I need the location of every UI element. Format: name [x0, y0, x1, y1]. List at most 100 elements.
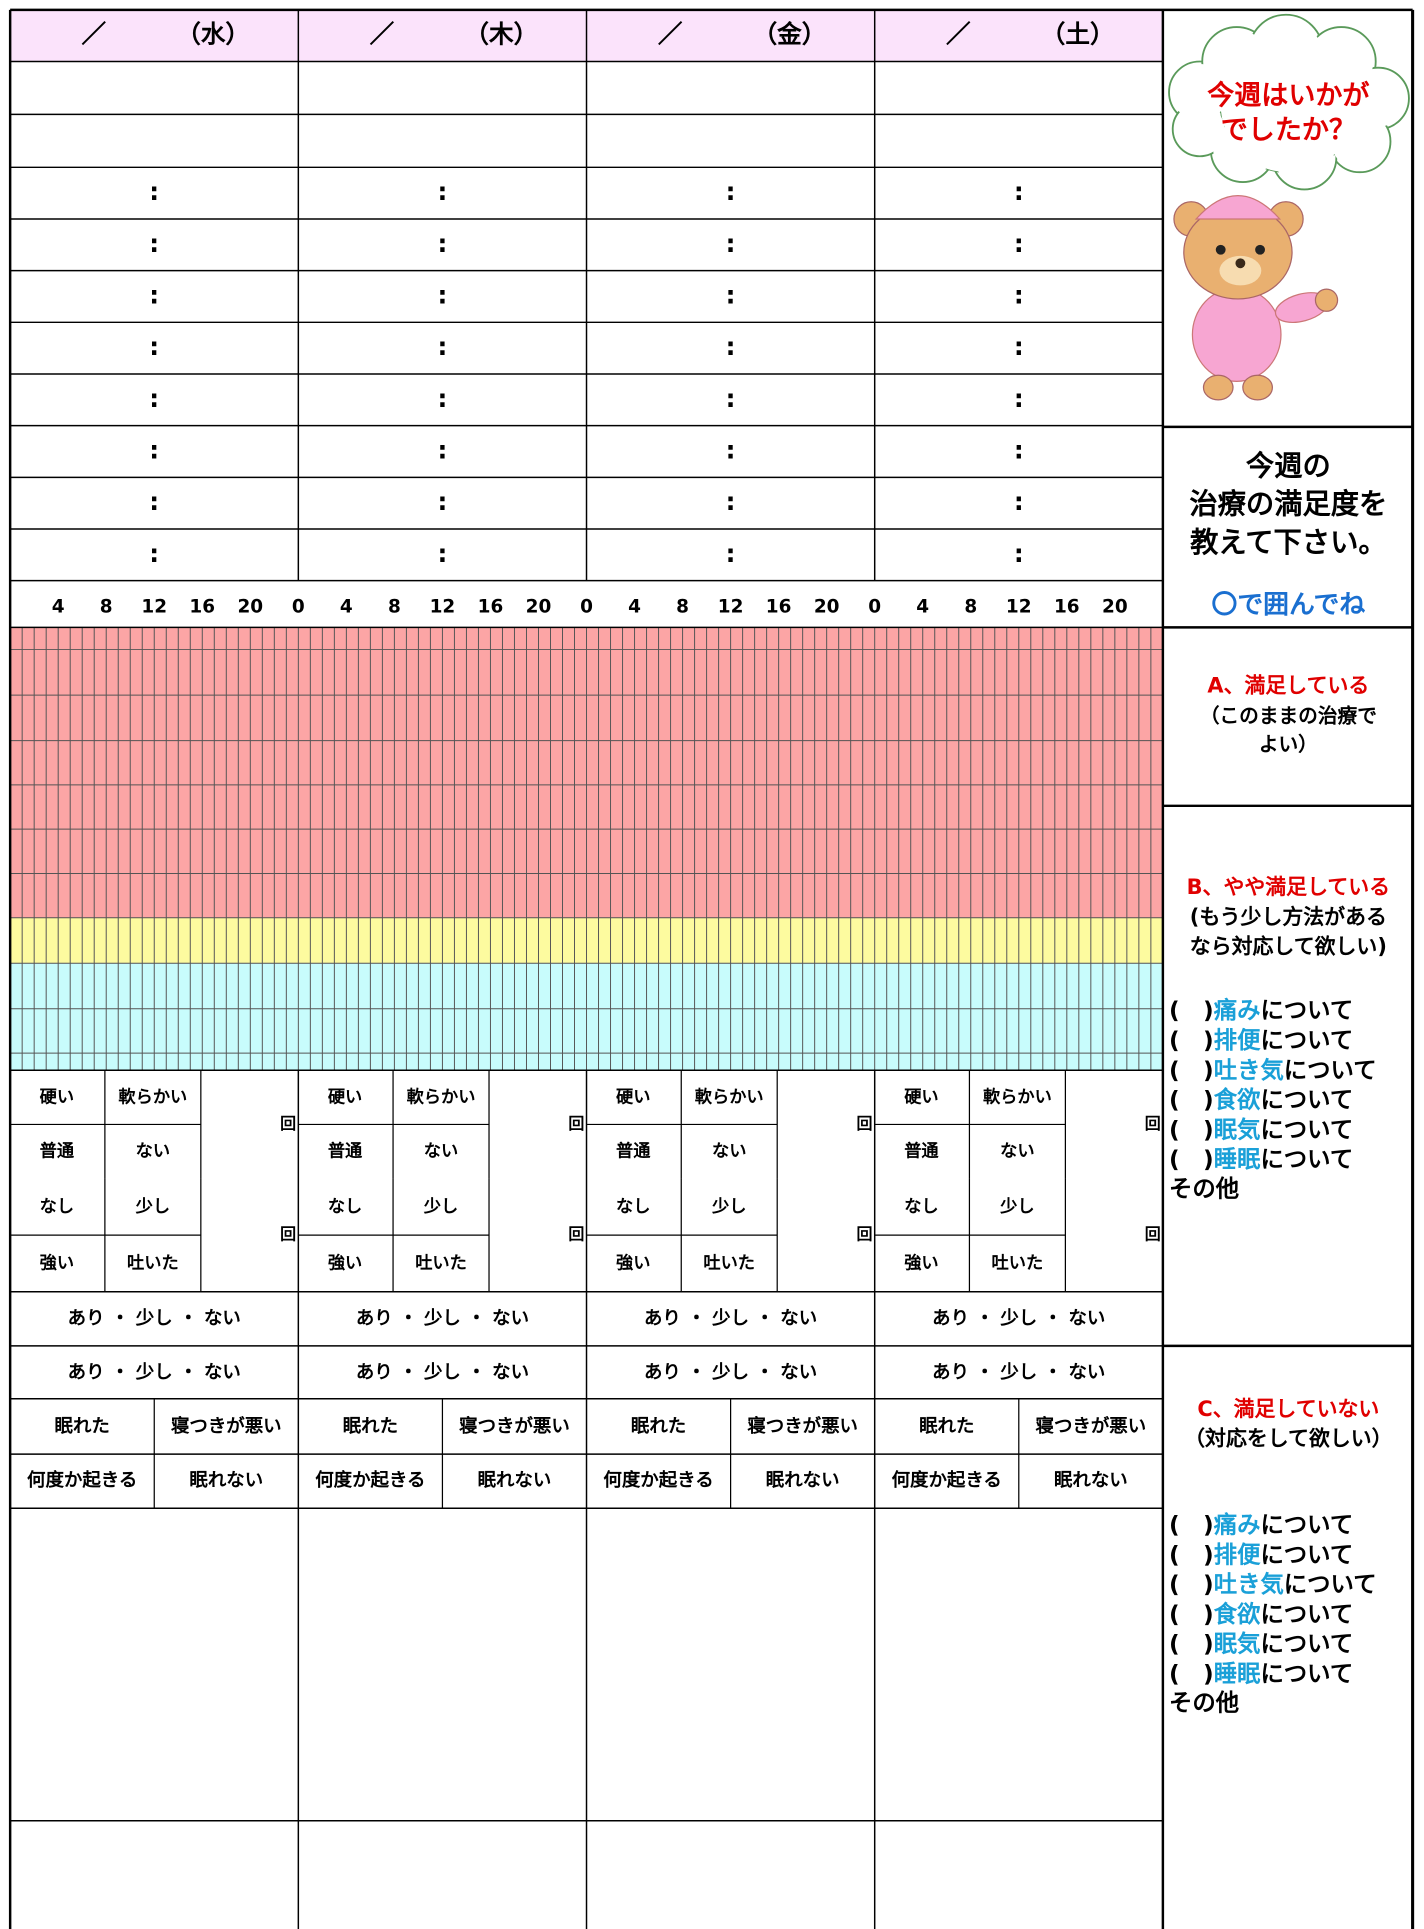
sleep-option: 眠れた — [919, 1416, 974, 1437]
item-blank: ( ) — [1169, 1115, 1214, 1143]
time-separator: : — [438, 229, 448, 258]
time-separator: : — [149, 332, 159, 361]
option: 少し — [999, 1196, 1034, 1217]
option: 普通 — [328, 1140, 363, 1161]
time-separator: : — [438, 177, 448, 206]
time-separator: : — [149, 487, 159, 516]
level-choices: あり ・ 少し ・ ない — [356, 1307, 529, 1329]
option: ない — [136, 1141, 170, 1161]
bear-leg — [1202, 374, 1234, 401]
option-note: （このままの治療で — [1200, 705, 1377, 728]
bubble-text: 今週はいかが — [1207, 80, 1369, 112]
concern-item: ( )眠気について — [1169, 1115, 1353, 1143]
count-unit: 回 — [1145, 1225, 1161, 1244]
concern-item: ( )排便について — [1169, 1026, 1353, 1054]
option: 軟らかい — [983, 1086, 1052, 1107]
count-unit: 回 — [280, 1225, 296, 1244]
option: 普通 — [616, 1140, 651, 1161]
option: 吐いた — [415, 1253, 467, 1273]
time-separator: : — [149, 280, 159, 309]
level-choices: あり ・ 少し ・ ない — [644, 1307, 817, 1329]
time-separator: : — [149, 435, 159, 464]
hour-label: 16 — [1054, 597, 1080, 618]
weekday: （木） — [464, 20, 538, 49]
item-topic: 眠気 — [1214, 1115, 1261, 1143]
item-suffix: について — [1260, 1599, 1353, 1627]
option: 軟らかい — [407, 1086, 476, 1107]
item-blank: ( ) — [1169, 1599, 1214, 1627]
sleep-option: 何度か起きる — [892, 1469, 1002, 1491]
sleep-option: 寝つきが悪い — [747, 1415, 858, 1437]
time-separator: : — [726, 229, 736, 258]
item-topic: 食欲 — [1214, 1599, 1261, 1627]
option-note: (もう少し方法がある — [1190, 905, 1387, 929]
bear-eye — [1255, 244, 1265, 255]
sleep-option: 何度か起きる — [315, 1469, 425, 1491]
item-blank: ( ) — [1169, 1055, 1214, 1083]
time-separator: : — [438, 384, 448, 413]
item-blank: ( ) — [1169, 1510, 1214, 1538]
date-slash: ／ — [370, 20, 395, 49]
concern-item: ( )食欲について — [1169, 1599, 1353, 1627]
time-separator: : — [149, 539, 159, 568]
time-separator: : — [149, 384, 159, 413]
item-suffix: について — [1260, 1085, 1353, 1113]
concern-item: ( )吐き気について — [1169, 1055, 1377, 1083]
time-separator: : — [726, 177, 736, 206]
bear-body — [1191, 287, 1282, 382]
question-text: 治療の満足度を — [1189, 488, 1387, 521]
time-separator: : — [726, 384, 736, 413]
concern-item: ( )痛みについて — [1169, 1510, 1353, 1538]
item-topic: 眠気 — [1214, 1629, 1261, 1657]
item-blank: ( ) — [1169, 1145, 1214, 1173]
hour-label: 0 — [580, 597, 593, 618]
sleep-option: 眠れない — [189, 1470, 263, 1491]
item-topic: 排便 — [1214, 1026, 1261, 1054]
time-separator: : — [1014, 539, 1024, 568]
option: 吐いた — [127, 1253, 179, 1273]
concern-item: ( )眠気について — [1169, 1629, 1353, 1657]
item-suffix: について — [1284, 1055, 1377, 1083]
option-title: C、満足していない — [1197, 1397, 1379, 1421]
item-blank: ( ) — [1169, 1659, 1214, 1687]
option: 普通 — [40, 1140, 75, 1161]
concern-item: ( )睡眠について — [1169, 1659, 1353, 1687]
option: 強い — [904, 1252, 938, 1273]
item-topic: 痛み — [1214, 1510, 1261, 1538]
item-suffix: について — [1260, 996, 1353, 1024]
hour-label: 12 — [1006, 597, 1032, 618]
hour-label: 4 — [340, 597, 353, 618]
time-separator: : — [726, 539, 736, 568]
item-suffix: について — [1260, 1659, 1353, 1687]
time-separator: : — [438, 539, 448, 568]
hour-label: 20 — [237, 597, 263, 618]
item-blank: ( ) — [1169, 996, 1214, 1024]
item-suffix: について — [1260, 1629, 1353, 1657]
speech-bubble — [1168, 13, 1410, 191]
question-text: 教えて下さい。 — [1190, 526, 1387, 559]
level-choices: あり ・ 少し ・ ない — [68, 1361, 241, 1383]
option: 強い — [328, 1252, 362, 1273]
option-note: （対応をして欲しい） — [1184, 1426, 1392, 1450]
count-unit: 回 — [857, 1114, 873, 1133]
sleep-option: 眠れない — [1054, 1470, 1128, 1491]
hour-label: 16 — [766, 597, 792, 618]
hour-label: 0 — [292, 597, 305, 618]
time-separator: : — [1014, 177, 1024, 206]
hint-text: 〇で囲んでね — [1212, 590, 1366, 620]
option: 吐いた — [992, 1253, 1044, 1273]
sleep-option: 寝つきが悪い — [1036, 1415, 1147, 1437]
bear-eye — [1215, 244, 1226, 255]
option: なし — [328, 1197, 362, 1217]
nurse-cap — [1194, 195, 1282, 220]
time-separator: : — [726, 435, 736, 464]
option: なし — [904, 1197, 938, 1217]
level-choices: あり ・ 少し ・ ない — [644, 1361, 817, 1383]
option: 硬い — [328, 1087, 362, 1107]
option: 少し — [135, 1196, 170, 1217]
bubble-text: でしたか？ — [1221, 115, 1356, 146]
time-separator: : — [438, 332, 448, 361]
option-note: なら対応して欲しい) — [1190, 934, 1387, 958]
